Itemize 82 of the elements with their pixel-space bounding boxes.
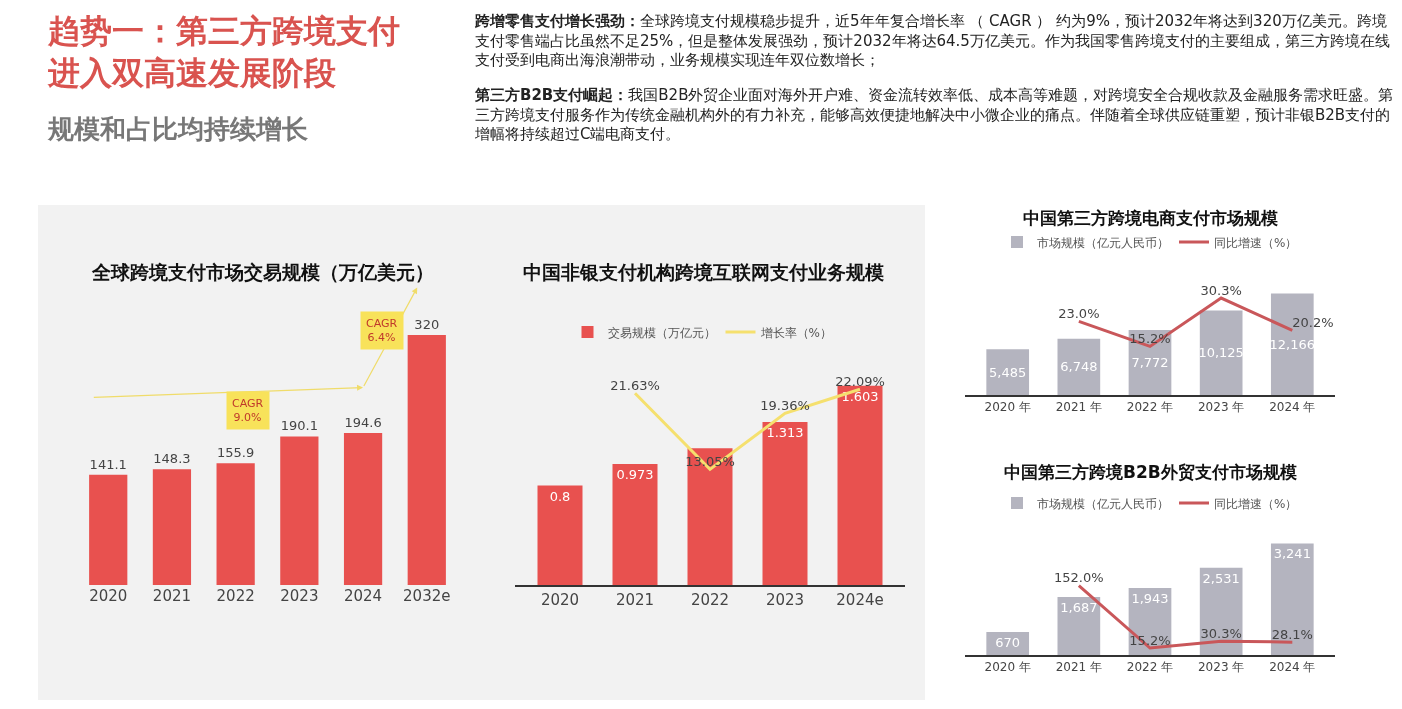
bar — [687, 448, 733, 585]
x-tick-label: 2020 年 — [984, 660, 1031, 675]
data-label: 30.3% — [1200, 282, 1242, 298]
data-label: 21.63% — [610, 378, 660, 394]
x-tick-label: 2023 年 — [1197, 660, 1245, 675]
text: 第三方B2B支付崛起： — [474, 86, 629, 104]
legend-label: 同比增速（%） — [1214, 235, 1298, 250]
x-tick-label: 2023 — [765, 591, 805, 609]
legend-label: 市场规模（亿元人民币） — [1037, 235, 1169, 250]
data-label: 670 — [995, 634, 1021, 650]
data-label: 23.0% — [1058, 306, 1100, 322]
x-tick-label: 2021 — [152, 587, 192, 605]
data-label: 1.603 — [841, 388, 879, 404]
x-tick-label: 2024 — [343, 587, 383, 605]
chart-title: 全球跨境支付市场交易规模（万亿美元） — [91, 261, 434, 283]
data-label: 5,485 — [989, 364, 1027, 380]
data-label: 19.36% — [760, 398, 810, 414]
x-tick-label: 2020 — [89, 587, 128, 605]
bar — [537, 485, 583, 585]
data-label: 7,772 — [1131, 355, 1169, 371]
bar — [837, 385, 883, 585]
data-label: 1,687 — [1060, 599, 1098, 615]
x-tick-label: 2021 年 — [1055, 400, 1103, 415]
bar — [407, 335, 446, 585]
bar — [1199, 310, 1243, 395]
data-label: 194.6 — [344, 414, 382, 430]
x-tick-label: 2022 — [690, 591, 730, 609]
x-tick-label: 2023 年 — [1197, 400, 1245, 415]
x-tick-label: 2020 年 — [984, 400, 1031, 415]
x-tick-label: 2023 — [280, 587, 319, 605]
x-tick-label: 2021 — [615, 591, 655, 609]
data-label: 190.1 — [280, 418, 318, 434]
data-label: 152.0% — [1054, 570, 1104, 586]
legend-label: 增长率（%） — [759, 325, 832, 340]
data-label: 1,943 — [1131, 591, 1169, 607]
text: 规模和占比均持续增长 — [47, 114, 308, 144]
text: 跨增零售支付增长强劲： — [474, 12, 640, 30]
x-tick-label: 2022 年 — [1126, 400, 1174, 415]
annotation: CAGR 9.0% — [232, 397, 264, 425]
bar — [986, 349, 1030, 395]
chart-title: 中国第三方跨境B2B外贸支付市场规模 — [1004, 462, 1297, 482]
data-label: 30.3% — [1200, 625, 1242, 641]
bar — [1270, 543, 1314, 655]
x-tick-label: 2020 — [540, 591, 580, 609]
x-tick-label: 2021 年 — [1055, 660, 1103, 675]
data-label: 28.1% — [1271, 626, 1313, 642]
bar — [1057, 338, 1101, 395]
chart-title: 中国第三方跨境电商支付市场规模 — [1023, 208, 1278, 228]
bar — [89, 474, 128, 585]
legend-label: 市场规模（亿元人民币） — [1037, 496, 1169, 511]
bar — [612, 464, 658, 585]
data-label: 6,748 — [1060, 359, 1098, 375]
data-label: 148.3 — [153, 451, 191, 467]
text: 趋势一：第三方跨境支付进入双高速发展阶段 — [47, 12, 400, 92]
data-label: 1.313 — [766, 424, 804, 440]
bar — [280, 436, 319, 585]
data-label: 320 — [414, 317, 440, 332]
data-label: 22.09% — [835, 373, 885, 389]
data-label: 2,531 — [1202, 570, 1240, 586]
bar — [1057, 596, 1101, 655]
data-label: 141.1 — [89, 456, 127, 472]
data-label: 0.973 — [616, 467, 654, 483]
x-tick-label: 2024 年 — [1269, 400, 1316, 415]
x-tick-label: 2022 年 — [1126, 660, 1174, 675]
bar — [152, 469, 192, 585]
legend-label: 同比增速（%） — [1214, 496, 1298, 511]
chart-title: 中国非银支付机构跨境互联网支付业务规模 — [523, 261, 884, 283]
x-tick-label: 2024e — [836, 591, 884, 609]
x-tick-label: 2022 — [216, 587, 255, 605]
data-label: 20.2% — [1292, 315, 1334, 331]
data-label: 10,125 — [1198, 345, 1244, 361]
data-label: 3,241 — [1273, 546, 1311, 562]
bar — [216, 463, 255, 585]
legend-label: 交易规模（万亿元） — [607, 325, 716, 340]
bar — [762, 421, 808, 585]
data-label: 12,166 — [1269, 336, 1316, 352]
data-label: 0.8 — [549, 488, 571, 504]
bar — [343, 432, 383, 585]
annotation: CAGR 6.4% — [366, 317, 398, 345]
data-label: 155.9 — [217, 445, 255, 461]
x-tick-label: 2032e — [403, 587, 451, 605]
x-tick-label: 2024 年 — [1269, 660, 1316, 675]
